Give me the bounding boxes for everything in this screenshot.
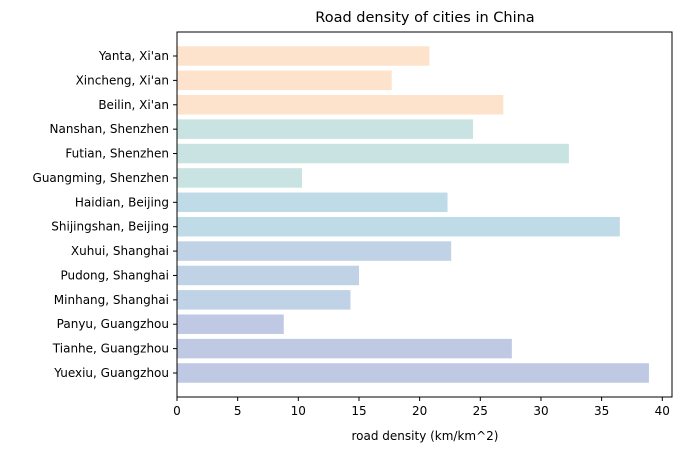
x-tick-label: 0: [173, 404, 181, 418]
x-tick-label: 5: [234, 404, 242, 418]
y-tick-labels: Yanta, Xi'an Xincheng, Xi'an Beilin, Xi'an…: [33, 49, 177, 380]
y-tick-label: Futian, Shenzhen: [65, 147, 169, 161]
y-tick-label: Shijingshan, Beijing: [51, 220, 169, 234]
bar: [177, 192, 448, 213]
x-tick-label: 40: [655, 404, 670, 418]
bars-group: [177, 46, 649, 383]
y-tick-label: Beilin, Xi'an: [98, 98, 169, 112]
y-tick-label: Guangming, Shenzhen: [33, 171, 169, 185]
x-tick-label: 15: [351, 404, 366, 418]
y-tick-label: Xincheng, Xi'an: [76, 73, 169, 87]
chart-title: Road density of cities in China: [315, 10, 534, 26]
y-tick-label: Xuhui, Shanghai: [71, 244, 169, 258]
y-tick-label: Yanta, Xi'an: [98, 49, 169, 63]
x-tick-label: 25: [473, 404, 488, 418]
x-tick-label: 35: [594, 404, 609, 418]
bar: [177, 265, 359, 286]
x-ticks: 0 5 10 15 20 25 30 35 40: [173, 397, 670, 418]
plot-frame: [176, 31, 673, 398]
y-tick-label: Haidian, Beijing: [75, 195, 169, 209]
x-axis-label: road density (km/km^2): [352, 429, 499, 443]
bar: [177, 363, 649, 383]
x-tick-label: 10: [291, 404, 306, 418]
x-tick-label: 20: [412, 404, 427, 418]
y-tick-label: Tianhe, Guangzhou: [52, 342, 169, 356]
bar: [177, 46, 430, 66]
bar: [177, 338, 512, 359]
bar: [177, 290, 351, 310]
bar: [177, 241, 452, 261]
bar: [177, 95, 504, 115]
y-tick-label: Pudong, Shanghai: [60, 268, 169, 282]
bar: [177, 168, 302, 188]
y-tick-label: Yuexiu, Guangzhou: [53, 366, 169, 380]
bar: [177, 314, 284, 334]
y-tick-label: Panyu, Guangzhou: [57, 317, 169, 331]
bar: [177, 119, 474, 139]
y-tick-label: Minhang, Shanghai: [54, 293, 169, 307]
x-tick-label: 30: [533, 404, 548, 418]
bar: [177, 143, 569, 164]
bar: [177, 70, 392, 91]
bar: [177, 216, 620, 237]
y-tick-label: Nanshan, Shenzhen: [50, 122, 169, 136]
